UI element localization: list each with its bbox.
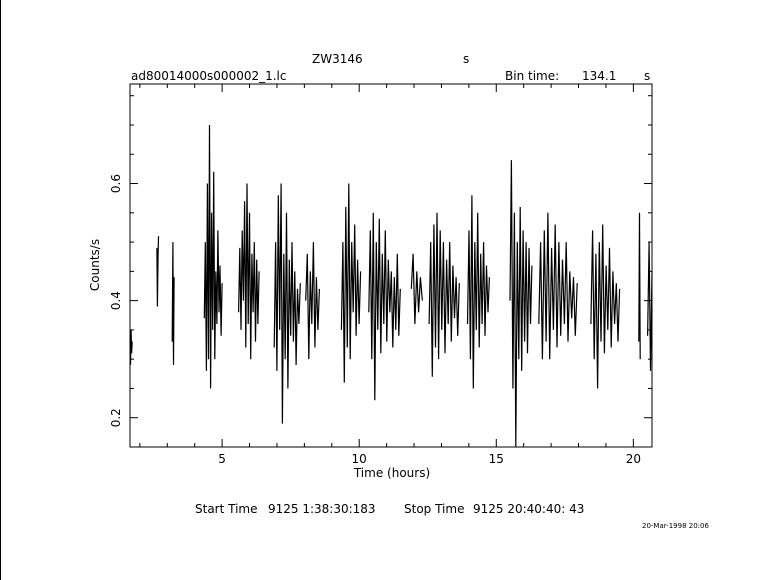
light-curve-segment bbox=[647, 242, 653, 371]
start-time-label: Start Time bbox=[195, 502, 258, 516]
stop-time-value: 9125 20:40:40: 43 bbox=[473, 502, 585, 516]
light-curve-segment bbox=[156, 236, 160, 307]
object-suffix: s bbox=[463, 52, 470, 66]
light-curve-segment bbox=[428, 212, 460, 377]
light-curve-segment bbox=[305, 242, 320, 360]
light-curve-segment bbox=[590, 224, 621, 389]
plot-timestamp: 20-Mar-1998 20:06 bbox=[642, 522, 709, 530]
light-curve-segment bbox=[368, 212, 401, 401]
start-time-value: 9125 1:38:30:183 bbox=[268, 502, 376, 516]
bin-time-value: 134.1 bbox=[582, 69, 617, 83]
x-tick-label: 5 bbox=[218, 452, 226, 466]
light-curve-series bbox=[129, 124, 653, 448]
stop-time-label: Stop Time bbox=[404, 502, 465, 516]
x-tick-label: 20 bbox=[626, 452, 641, 466]
y-tick-label: 0.2 bbox=[109, 408, 123, 427]
bin-time-label: Bin time: bbox=[505, 69, 560, 83]
bin-time-unit: s bbox=[644, 69, 651, 83]
light-curve-segment bbox=[129, 329, 133, 366]
light-curve-segment bbox=[171, 242, 175, 366]
y-tick-label: 0.4 bbox=[109, 291, 123, 310]
plot-frame bbox=[129, 83, 653, 448]
light-curve-segment bbox=[273, 183, 301, 424]
y-axis-label: Counts/s bbox=[88, 239, 102, 291]
light-curve-segment bbox=[203, 124, 223, 389]
file-name: ad80014000s000002_1.lc bbox=[131, 69, 287, 83]
light-curve-segment bbox=[638, 212, 641, 360]
y-axis-ticks: 0.2 0.4 0.6 bbox=[109, 95, 652, 448]
x-axis-label: Time (hours) bbox=[353, 466, 430, 480]
x-axis-ticks: 5 10 15 20 bbox=[139, 84, 641, 466]
x-tick-label: 15 bbox=[489, 452, 504, 466]
y-tick-label: 0.6 bbox=[109, 174, 123, 193]
light-curve-segment bbox=[466, 195, 490, 389]
light-curve-segment bbox=[340, 183, 362, 383]
x-tick-label: 10 bbox=[352, 452, 367, 466]
light-curve-segment bbox=[238, 183, 260, 360]
light-curve-segment bbox=[509, 160, 533, 448]
object-name: ZW3146 bbox=[312, 52, 363, 66]
window-left-edge bbox=[0, 0, 1, 580]
light-curve-segment bbox=[538, 212, 578, 360]
light-curve-segment bbox=[410, 253, 423, 325]
